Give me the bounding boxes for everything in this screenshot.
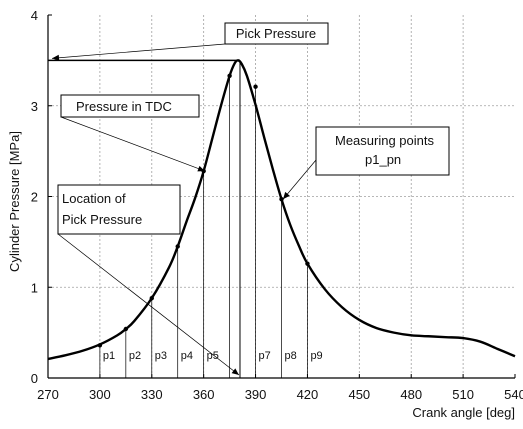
- pressure-curve-layer: [47, 59, 516, 361]
- y-tick-label: 3: [31, 99, 38, 114]
- peak-pressure-arrow: [51, 43, 226, 59]
- callout-measuring-text-1: Measuring points: [335, 133, 434, 148]
- measuring-lines: p1 p2 p3 p4 p5 p7 p8 p9: [48, 59, 323, 378]
- callout-peak-pressure-box: [224, 22, 329, 45]
- measuring-point-label: p3: [155, 350, 167, 362]
- location-arrow: [57, 233, 240, 376]
- x-tick-label: 300: [89, 387, 111, 402]
- measuring-point-dot: [279, 197, 284, 202]
- measuring-point-dot: [305, 261, 310, 266]
- measuring-point-label: p5: [207, 350, 219, 362]
- y-tick-label: 1: [31, 280, 38, 295]
- x-tick-label: 420: [297, 387, 319, 402]
- measuring-point-dot: [149, 295, 154, 301]
- y-tick-label: 2: [31, 190, 38, 205]
- callout-tdc-box: [60, 94, 200, 118]
- measuring-point-dot: [227, 73, 232, 79]
- x-tick-label: 270: [37, 387, 59, 402]
- measuring-point-dot: [97, 343, 103, 348]
- location-arrow-head: [231, 368, 239, 375]
- x-tick-label: 390: [245, 387, 267, 402]
- measuring-point-label: p8: [285, 350, 297, 362]
- measuring-point-label: p9: [310, 350, 322, 362]
- measuring-point-dot: [123, 326, 129, 332]
- callout-location-box: [57, 184, 181, 235]
- x-tick-label: 450: [348, 387, 370, 402]
- callout-measuring-text-2: p1_pn: [365, 152, 401, 167]
- callout-measuring-box: [315, 126, 450, 176]
- tdc-arrow-head: [197, 165, 205, 172]
- tick-labels: 270 300 330 360 390 420 450 480 510 540 0 1 2 3 4 Crank…: [7, 8, 523, 420]
- x-tick-label: 330: [141, 387, 163, 402]
- measuring-arrow: [282, 159, 317, 200]
- x-tick-label: 360: [193, 387, 215, 402]
- callout-location-text-2: Pick Pressure: [62, 212, 142, 227]
- y-axis-label: Cylinder Pressure [MPa]: [7, 131, 22, 272]
- tdc-arrow: [60, 116, 206, 172]
- measuring-point-label: p1: [103, 350, 115, 362]
- y-tick-label: 0: [31, 371, 38, 386]
- x-tick-label: 510: [452, 387, 474, 402]
- callout-peak-pressure-text: Pick Pressure: [236, 26, 316, 41]
- peak-pressure-arrow-head: [52, 54, 60, 61]
- callouts: Pick Pressure Pressure in TDC Measuring po…: [51, 22, 450, 376]
- measuring-point-dot: [253, 84, 258, 89]
- measuring-point-label: p2: [129, 350, 141, 362]
- x-axis-label: Crank angle [deg]: [412, 405, 515, 420]
- measuring-arrow-head: [283, 191, 290, 200]
- axes: [47, 14, 516, 379]
- x-tick-label: 540: [504, 387, 523, 402]
- x-tick-label: 480: [400, 387, 422, 402]
- y-tick-label: 4: [31, 8, 38, 23]
- measuring-point-dot: [175, 244, 180, 249]
- callout-tdc-text: Pressure in TDC: [76, 99, 172, 114]
- measuring-point-label: p7: [259, 350, 271, 362]
- callout-location-text-1: Location of: [62, 191, 126, 206]
- measuring-point-label: p4: [181, 350, 193, 362]
- pressure-curve: [47, 59, 516, 361]
